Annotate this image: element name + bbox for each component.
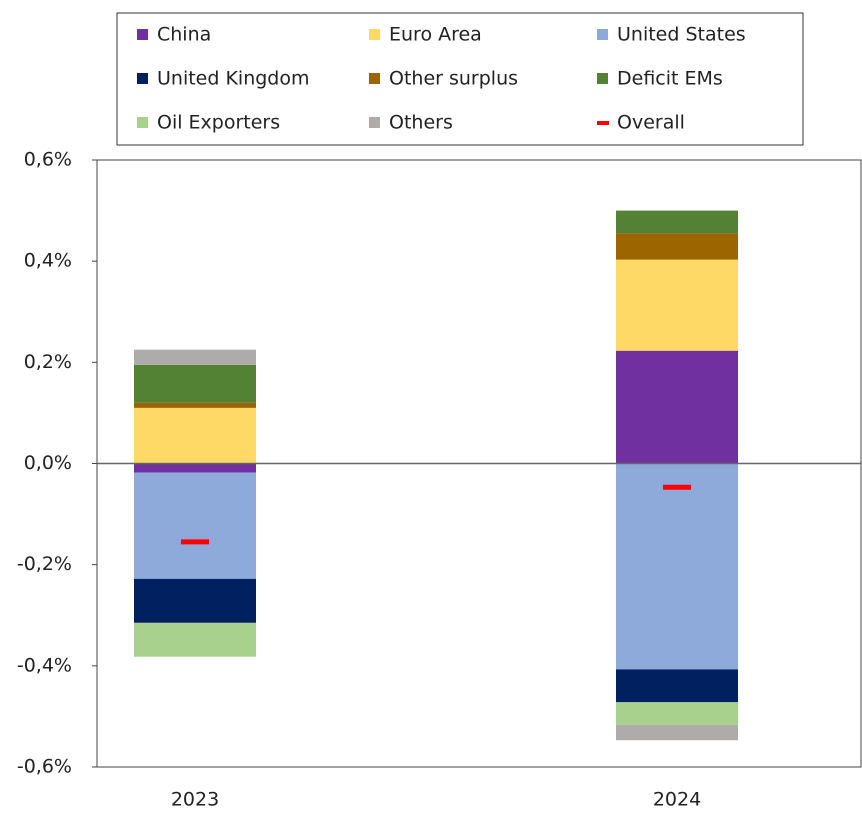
y-tick-label: 0,6% <box>24 149 72 171</box>
legend-swatch <box>137 73 148 84</box>
legend-label: Others <box>389 112 453 134</box>
y-tick-label: -0,6% <box>17 756 72 778</box>
bar-segment <box>616 350 738 464</box>
bar-segment <box>134 407 256 464</box>
bar-segment <box>616 463 738 670</box>
legend-swatch <box>369 117 380 128</box>
legend-label: United Kingdom <box>157 68 310 90</box>
y-tick-label: -0,4% <box>17 654 72 676</box>
legend-label: Other surplus <box>389 68 518 90</box>
legend-swatch <box>137 29 148 40</box>
bar-segment <box>616 233 738 260</box>
bar-segment <box>134 349 256 365</box>
legend-swatch <box>369 29 380 40</box>
bar-segment <box>616 259 738 351</box>
legend-label: United States <box>617 24 746 46</box>
bar-segment <box>616 669 738 703</box>
y-tick-label: 0,0% <box>24 452 72 474</box>
bar-segment <box>616 725 738 741</box>
legend-label: Euro Area <box>389 24 482 46</box>
legend-label: Oil Exporters <box>157 112 280 134</box>
y-tick-label: 0,4% <box>24 250 72 272</box>
legend-box <box>116 12 804 146</box>
x-tick-label: 2023 <box>171 789 219 811</box>
legend-label: Overall <box>617 112 685 134</box>
legend-swatch <box>137 117 148 128</box>
legend-label: Deficit EMs <box>617 68 723 90</box>
bar-segment <box>616 702 738 726</box>
x-tick-label: 2024 <box>653 789 701 811</box>
legend-swatch <box>369 73 380 84</box>
y-tick-label: 0,2% <box>24 351 72 373</box>
bar-segment <box>134 578 256 623</box>
y-tick-label: -0,2% <box>17 553 72 575</box>
bar-segment <box>134 622 256 657</box>
bar-segment <box>134 472 256 579</box>
bar-segment <box>134 364 256 403</box>
legend-swatch <box>597 121 609 125</box>
legend-swatch <box>597 29 608 40</box>
legend-label: China <box>157 24 211 46</box>
bar-segment <box>616 210 738 234</box>
bar-segment <box>134 402 256 408</box>
bar-segment <box>134 463 256 473</box>
legend-swatch <box>597 73 608 84</box>
